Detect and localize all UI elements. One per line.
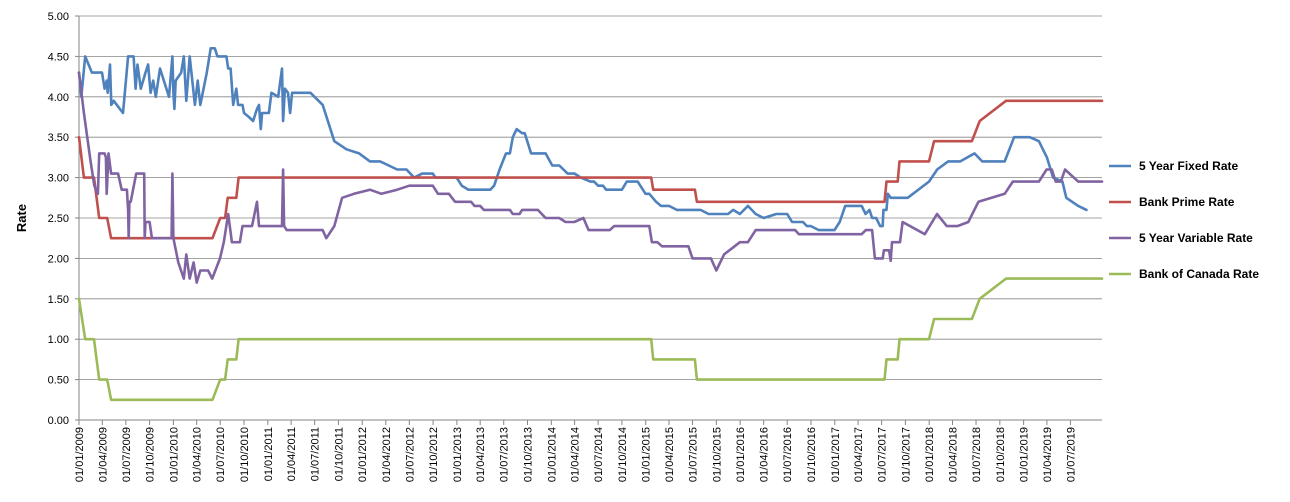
y-axis-label: Rate: [14, 204, 29, 232]
x-tick-label: 01/04/2016: [759, 427, 771, 482]
x-tick-label: 01/04/2018: [947, 427, 959, 482]
x-tick-label: 01/04/2017: [853, 427, 865, 482]
x-tick-label: 01/04/2012: [381, 427, 393, 482]
x-tick-label: 01/04/2009: [97, 427, 109, 482]
y-tick-label: 3.50: [48, 132, 69, 144]
x-tick-label: 01/01/2010: [168, 427, 180, 482]
x-tick-label: 01/07/2015: [688, 427, 700, 482]
x-tick-label: 01/07/2014: [593, 427, 605, 482]
x-tick-label: 01/04/2019: [1042, 427, 1054, 482]
x-tick-label: 01/01/2019: [1019, 427, 1031, 482]
y-tick-label: 4.00: [48, 92, 69, 104]
legend-label: 5 Year Fixed Rate: [1139, 159, 1238, 173]
y-tick-label: 4.50: [48, 51, 69, 63]
series-line: [77, 277, 1104, 402]
legend-label: Bank Prime Rate: [1139, 195, 1235, 209]
x-tick-label: 01/07/2010: [215, 427, 227, 482]
x-tick-label: 01/01/2014: [546, 427, 558, 482]
series-lines: [77, 47, 1104, 402]
x-tick-label: 01/10/2011: [333, 427, 345, 481]
x-tick-label: 01/01/2013: [452, 427, 464, 482]
legend-label: 5 Year Variable Rate: [1139, 231, 1253, 245]
x-tick-label: 01/04/2013: [475, 427, 487, 482]
x-tick-label: 01/01/2017: [830, 427, 842, 482]
x-tick-label: 01/10/2015: [711, 427, 723, 482]
x-tick-label: 01/04/2010: [192, 427, 204, 482]
x-tick-label: 01/10/2009: [145, 427, 157, 482]
legend: 5 Year Fixed Rate Bank Prime Rate 5 Year V…: [1109, 159, 1259, 281]
x-tick-label: 01/04/2015: [664, 427, 676, 482]
x-tick-label: 01/01/2015: [641, 427, 653, 482]
x-tick-label: 01/01/2009: [74, 427, 86, 482]
y-tick-label: 2.00: [48, 253, 69, 265]
x-tick-label: 01/07/2017: [877, 427, 889, 482]
y-tick-label: 0.50: [48, 375, 69, 387]
x-tick-label: 01/10/2018: [995, 427, 1007, 482]
y-tick-label: 3.00: [48, 173, 69, 185]
x-tick-label: 01/01/2018: [924, 427, 936, 482]
y-tick-label: 1.00: [48, 334, 69, 346]
x-tick-label: 01/04/2011: [286, 427, 298, 481]
x-tick-label: 01/01/2011: [263, 427, 275, 481]
x-tick-label: 01/07/2013: [499, 427, 511, 482]
x-tick-label: 01/10/2016: [806, 427, 818, 482]
x-axis-ticks: 01/01/2009 01/04/2009 01/07/2009 01/10/2009…: [74, 420, 1077, 482]
x-tick-label: 01/07/2009: [121, 427, 133, 482]
x-tick-label: 01/01/2012: [357, 427, 369, 482]
x-tick-label: 01/04/2014: [570, 427, 582, 482]
x-tick-label: 01/10/2017: [900, 427, 912, 482]
x-tick-label: 01/10/2012: [428, 427, 440, 482]
x-tick-label: 01/01/2016: [735, 427, 747, 482]
y-tick-label: 0.00: [48, 415, 69, 427]
x-tick-label: 01/10/2010: [239, 427, 251, 482]
x-tick-label: 01/10/2013: [523, 427, 535, 482]
series-line: [77, 99, 1104, 240]
x-tick-label: 01/10/2014: [617, 427, 629, 482]
y-tick-label: 2.50: [48, 213, 69, 225]
x-tick-label: 01/07/2012: [404, 427, 416, 482]
y-axis-ticks: 0.00 0.50 1.00 1.50 2.00 2.50 3.00 3.50 4.00 4.50…: [48, 11, 79, 427]
legend-label: Bank of Canada Rate: [1139, 267, 1259, 281]
x-tick-label: 01/07/2018: [971, 427, 983, 482]
x-tick-label: 01/07/2016: [782, 427, 794, 482]
series-line: [77, 71, 1104, 284]
x-tick-label: 01/07/2019: [1065, 427, 1077, 482]
y-tick-label: 1.50: [48, 294, 69, 306]
x-tick-label: 01/07/2011: [310, 427, 322, 481]
y-tick-label: 5.00: [48, 11, 69, 23]
series-line: [77, 47, 1088, 232]
